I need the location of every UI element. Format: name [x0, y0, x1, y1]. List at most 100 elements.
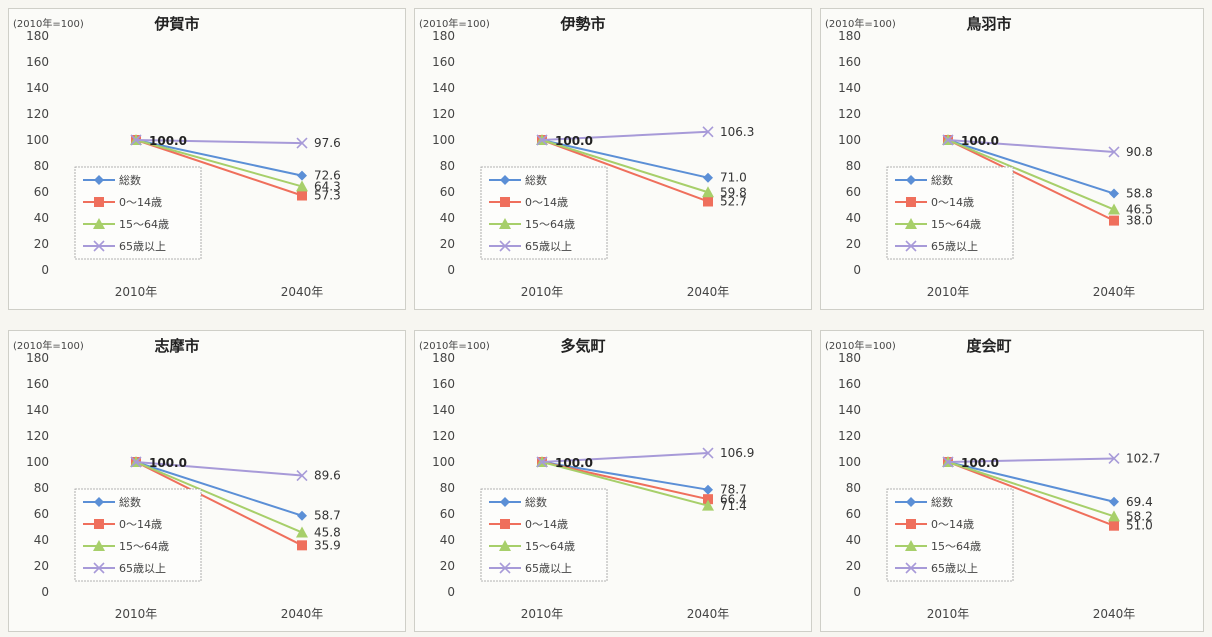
y-tick-label: 140: [838, 81, 861, 95]
series-line: [135, 461, 303, 517]
y-tick-label: 0: [41, 263, 49, 277]
data-point: [130, 456, 142, 468]
series-line: [947, 139, 1115, 222]
data-point: [703, 196, 713, 207]
y-tick-label: 40: [846, 211, 861, 225]
series-line: [135, 139, 303, 145]
series-line: [947, 139, 1115, 211]
legend-label: 0〜14歳: [525, 518, 568, 531]
unit-label: (2010年=100): [419, 17, 490, 30]
data-point: [1109, 496, 1119, 507]
chart-svg: (2010年=100) 度会町 0 20 40 60 80 100 120 140 160 180 20…: [825, 337, 1160, 621]
x-tick-label: 2040年: [1093, 285, 1136, 299]
value-label: 58.8: [1126, 187, 1153, 201]
y-tick-label: 60: [846, 507, 861, 521]
y-tick-label: 40: [34, 533, 49, 547]
x-tick-label: 2010年: [115, 285, 158, 299]
y-tick-label: 160: [838, 55, 861, 69]
y-tick-label: 20: [440, 237, 455, 251]
legend-marker: [906, 497, 916, 507]
legend-marker: [905, 218, 917, 229]
chart-panel: (2010年=100) 伊勢市 0 20 40 60 80 100 120 140 160 180 20…: [414, 8, 812, 310]
y-tick-label: 20: [34, 237, 49, 251]
y-tick-label: 80: [34, 481, 49, 495]
chart-panel: (2010年=100) 多気町 0 20 40 60 80 100 120 140 160 180 20…: [414, 330, 812, 632]
data-point: [296, 469, 308, 482]
data-point: [536, 134, 548, 146]
value-label: 78.7: [720, 483, 747, 497]
y-tick-label: 180: [26, 29, 49, 43]
value-label: 72.6: [314, 169, 341, 183]
value-label: 38.0: [1126, 214, 1153, 228]
y-tick-label: 120: [838, 429, 861, 443]
chart-panel: (2010年=100) 志摩市 0 20 40 60 80 100 120 140 160 180 20…: [8, 330, 406, 632]
legend-marker: [905, 562, 917, 574]
x-tick-label: 2010年: [115, 607, 158, 621]
y-tick-label: 140: [838, 403, 861, 417]
legend: 総数 0〜14歳 15〜64歳 65歳以上: [480, 488, 608, 582]
legend-marker: [500, 497, 510, 507]
legend-label: 0〜14歳: [931, 196, 974, 209]
y-tick-label: 160: [838, 377, 861, 391]
data-point: [1109, 188, 1119, 199]
legend-label: 総数: [931, 495, 953, 509]
series-line: [541, 452, 709, 463]
y-tick-label: 180: [26, 351, 49, 365]
chart-svg: (2010年=100) 鳥羽市 0 20 40 60 80 100 120 140 160 180 20…: [825, 15, 1153, 299]
x-tick-label: 2010年: [521, 285, 564, 299]
y-tick-label: 40: [440, 533, 455, 547]
y-tick-label: 100: [26, 455, 49, 469]
legend-label: 15〜64歳: [525, 218, 575, 231]
value-label: 57.3: [314, 189, 341, 203]
legend: 総数 0〜14歳 15〜64歳 65歳以上: [74, 166, 202, 260]
data-point: [297, 190, 307, 201]
value-label: 46.5: [1126, 203, 1153, 217]
legend-label: 0〜14歳: [119, 196, 162, 209]
value-label: 106.3: [720, 125, 754, 139]
y-tick-label: 80: [846, 159, 861, 173]
y-tick-label: 180: [838, 351, 861, 365]
data-point: [296, 526, 308, 538]
series-line: [541, 139, 709, 203]
series-line: [947, 139, 1115, 153]
x-tick-label: 2010年: [927, 285, 970, 299]
y-tick-label: 60: [440, 507, 455, 521]
value-label: 66.4: [720, 493, 747, 507]
legend: 総数 0〜14歳 15〜64歳 65歳以上: [886, 166, 1014, 260]
y-tick-label: 40: [440, 211, 455, 225]
value-label: 106.9: [720, 446, 754, 460]
chart-svg: (2010年=100) 伊勢市 0 20 40 60 80 100 120 140 160 180 20…: [419, 15, 754, 299]
legend-label: 総数: [525, 495, 547, 509]
legend-label: 総数: [119, 173, 141, 187]
x-tick-label: 2040年: [687, 285, 730, 299]
legend-label: 0〜14歳: [119, 518, 162, 531]
y-tick-label: 20: [440, 559, 455, 573]
y-tick-label: 120: [838, 107, 861, 121]
legend-marker: [500, 175, 510, 185]
y-tick-label: 100: [432, 133, 455, 147]
y-tick-label: 40: [846, 533, 861, 547]
value-label: 64.3: [314, 179, 341, 193]
chart-svg: (2010年=100) 志摩市 0 20 40 60 80 100 120 140 160 180 20…: [13, 337, 341, 621]
legend-label: 総数: [931, 173, 953, 187]
y-tick-label: 160: [432, 377, 455, 391]
series-line: [947, 461, 1115, 527]
y-tick-label: 140: [26, 403, 49, 417]
value-label: 52.7: [720, 194, 747, 208]
data-point: [702, 126, 714, 138]
value-label: 59.8: [720, 185, 747, 199]
chart-panel: (2010年=100) 伊賀市 0 20 40 60 80 100 120 140 160 180 20…: [8, 8, 406, 310]
data-point: [1108, 203, 1120, 215]
legend-label: 15〜64歳: [931, 218, 981, 231]
y-tick-label: 120: [26, 107, 49, 121]
chart-title: 度会町: [966, 337, 1011, 355]
series-line: [947, 461, 1115, 518]
legend-marker: [94, 175, 104, 185]
legend-label: 65歳以上: [119, 562, 166, 575]
legend-label: 15〜64歳: [119, 218, 169, 231]
y-tick-label: 0: [853, 263, 861, 277]
data-point: [1108, 146, 1120, 158]
value-label: 102.7: [1126, 451, 1160, 465]
legend-marker: [906, 175, 916, 185]
